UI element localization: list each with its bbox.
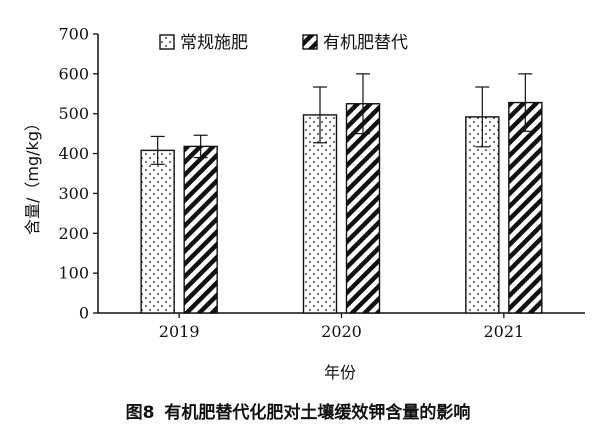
x-tick-label: 2020 bbox=[321, 322, 362, 341]
legend-label: 常规施肥 bbox=[180, 33, 248, 53]
y-tick-label: 200 bbox=[58, 224, 89, 243]
bar bbox=[183, 145, 218, 314]
bar bbox=[508, 101, 543, 314]
x-tick-label: 2019 bbox=[159, 322, 200, 341]
x-tick-label: 2021 bbox=[483, 322, 524, 341]
legend-label: 有机肥替代 bbox=[323, 33, 408, 53]
y-tick-label: 600 bbox=[58, 64, 89, 83]
y-tick-label: 400 bbox=[58, 144, 89, 163]
y-tick-label: 100 bbox=[58, 264, 89, 283]
error-bars bbox=[150, 73, 533, 165]
y-tick-label: 700 bbox=[58, 25, 89, 44]
legend: 常规施肥 有机肥替代 bbox=[159, 33, 408, 53]
bars bbox=[140, 101, 543, 314]
axes: 0 100 200 300 400 500 600 700 2019 2020 2021 bbox=[58, 25, 585, 341]
figure-title: 有机肥替代化肥对土壤缓效钾含量的影响 bbox=[164, 403, 471, 423]
y-tick-label: 500 bbox=[58, 104, 89, 123]
legend-swatch bbox=[159, 34, 175, 50]
figure-caption: 图8 有机肥替代化肥对土壤缓效钾含量的影响 bbox=[0, 398, 600, 423]
legend-swatch bbox=[302, 34, 318, 50]
bar bbox=[302, 114, 338, 314]
y-tick-label: 0 bbox=[79, 304, 89, 323]
bar bbox=[465, 116, 500, 314]
y-axis-label: 含量/（mg/kg） bbox=[23, 115, 42, 235]
bar bbox=[140, 149, 175, 314]
figure-number: 图8 bbox=[125, 403, 155, 423]
y-tick-label: 300 bbox=[58, 184, 89, 203]
bar bbox=[345, 103, 381, 314]
bar-chart: 0 100 200 300 400 500 600 700 2019 2020 2021 常规施肥 有… bbox=[23, 25, 585, 382]
x-axis-label: 年份 bbox=[324, 363, 356, 382]
